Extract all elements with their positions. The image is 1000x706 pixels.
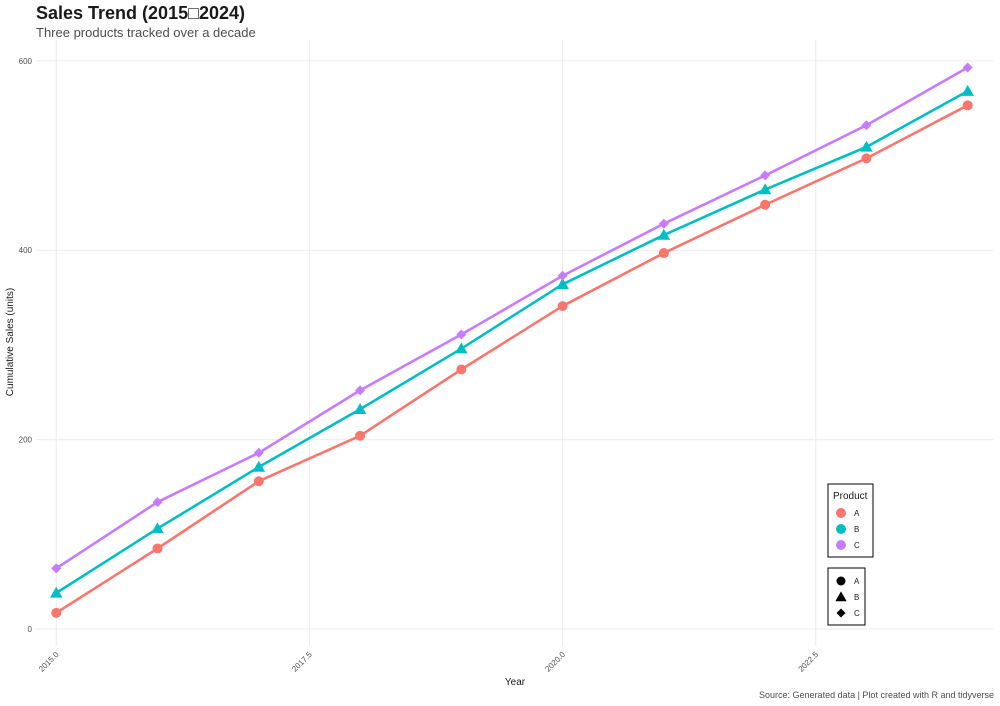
data-point-B [657,228,671,240]
color-legend: Product ABC [827,483,874,558]
data-point-C [861,120,872,131]
data-point-B [556,278,569,289]
data-point-C [456,329,467,340]
color-legend-key-C [836,540,846,550]
data-point-B [455,342,468,354]
data-point-A [861,153,872,164]
data-point-A [962,100,973,111]
color-legend-label: A [854,509,860,518]
color-legend-title: Product [833,491,868,502]
data-point-A [456,364,467,375]
data-point-C [355,385,366,396]
data-point-A [760,199,771,210]
x-tick-label: 2017.5 [290,650,314,674]
color-legend-key-A [836,508,846,518]
y-tick-label: 600 [19,57,33,66]
color-legend-label: B [854,525,859,534]
x-axis-label: Year [505,677,526,688]
color-legend-label: C [854,541,860,550]
series-line-A [55,104,969,614]
data-point-A [557,301,568,312]
data-point-B [252,460,266,472]
data-point-A [658,248,669,259]
y-axis-ticks: 0 200 400 600 [19,57,33,634]
data-point-B [758,183,772,195]
data-point-C [51,563,62,574]
shape-legend-key-B [835,591,847,602]
x-tick-label: 2015.0 [37,650,61,674]
series-B [50,84,974,598]
grid-lines [36,40,993,646]
y-axis-label: Cumulative Sales (units) [5,288,16,396]
color-legend-key-B [836,524,846,534]
shape-legend-box [827,567,866,626]
shape-legend: ABC [827,567,866,626]
data-point-A [355,430,366,441]
y-tick-label: 0 [28,625,33,634]
x-axis-ticks: 2015.0 2017.5 2020.0 2022.5 [37,650,821,674]
data-point-B [151,522,164,534]
series-A [51,100,973,618]
chart-subtitle: Three products tracked over a decade [36,25,256,40]
chart-caption: Source: Generated data | Plot created wi… [759,690,994,700]
series-line-C [55,66,969,570]
data-point-C [152,497,163,508]
data-point-B [961,84,974,96]
color-legend-box [827,483,874,558]
series-layer [50,62,974,618]
y-tick-label: 400 [19,246,33,255]
shape-legend-label: C [854,609,860,618]
series-line-B [55,89,969,595]
shape-legend-key-A [836,576,846,586]
data-point-C [962,62,973,73]
data-point-C [557,270,568,281]
series-C [51,62,973,574]
data-point-A [51,607,62,618]
y-tick-label: 200 [19,436,33,445]
data-point-B [860,140,873,152]
x-tick-label: 2020.0 [543,650,567,674]
data-point-A [152,543,163,554]
shape-legend-label: A [854,577,860,586]
data-point-A [253,476,264,487]
data-point-C [760,170,771,181]
x-tick-label: 2022.5 [797,650,821,674]
data-point-B [50,586,63,598]
chart-title: Sales Trend (2015□2024) [36,3,245,23]
data-point-C [658,218,669,229]
shape-legend-key-C [836,608,846,618]
data-point-C [253,447,264,458]
data-point-B [353,403,367,414]
shape-legend-label: B [854,593,859,602]
